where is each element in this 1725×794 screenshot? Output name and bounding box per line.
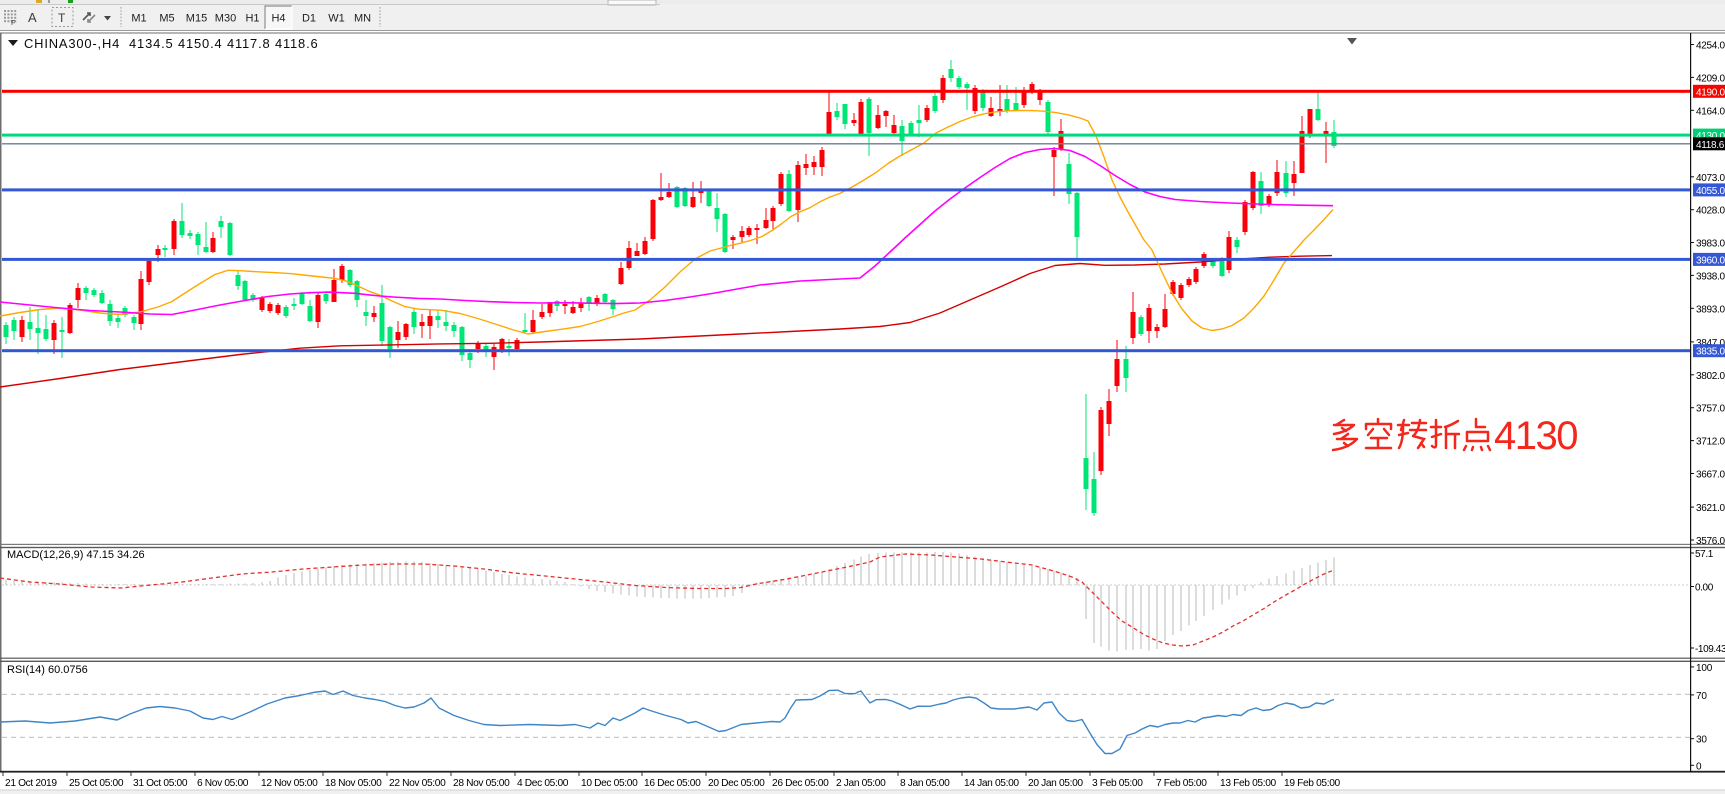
svg-text:4164.0: 4164.0 — [1696, 106, 1725, 117]
svg-text:4254.0: 4254.0 — [1696, 41, 1725, 52]
svg-text:A: A — [28, 10, 37, 25]
svg-text:4 Dec 05:00: 4 Dec 05:00 — [517, 778, 569, 789]
svg-text:30: 30 — [1696, 735, 1707, 746]
svg-text:3938.0: 3938.0 — [1696, 271, 1725, 282]
svg-text:10 Dec 05:00: 10 Dec 05:00 — [581, 778, 638, 789]
svg-text:-109.43: -109.43 — [1695, 644, 1725, 655]
svg-text:3983.0: 3983.0 — [1696, 239, 1725, 250]
svg-text:18 Nov 05:00: 18 Nov 05:00 — [325, 778, 382, 789]
svg-text:14 Jan 05:00: 14 Jan 05:00 — [964, 778, 1019, 789]
svg-text:4073.0: 4073.0 — [1696, 173, 1725, 184]
svg-text:12 Nov 05:00: 12 Nov 05:00 — [261, 778, 318, 789]
svg-text:CHINA300-,H4 4134.5 4150.4 41: CHINA300-,H4 4134.5 4150.4 4117.8 4118.6 — [24, 36, 319, 51]
svg-text:20 Jan 05:00: 20 Jan 05:00 — [1028, 778, 1083, 789]
svg-text:RSI(14) 60.0756: RSI(14) 60.0756 — [7, 664, 88, 676]
svg-text:T: T — [58, 11, 66, 25]
svg-text:3712.0: 3712.0 — [1696, 437, 1725, 448]
svg-text:4028.0: 4028.0 — [1696, 206, 1725, 217]
svg-text:3847.0: 3847.0 — [1696, 338, 1725, 349]
svg-text:M1: M1 — [131, 13, 146, 25]
svg-text:F: F — [11, 20, 15, 27]
svg-text:28 Nov 05:00: 28 Nov 05:00 — [453, 778, 510, 789]
svg-text:3802.0: 3802.0 — [1696, 371, 1725, 382]
svg-text:25 Oct 05:00: 25 Oct 05:00 — [69, 778, 124, 789]
svg-text:D1: D1 — [302, 13, 316, 25]
svg-text:3667.0: 3667.0 — [1696, 470, 1725, 481]
svg-text:M30: M30 — [215, 13, 236, 25]
svg-text:20 Dec 05:00: 20 Dec 05:00 — [708, 778, 765, 789]
svg-text:22 Nov 05:00: 22 Nov 05:00 — [389, 778, 446, 789]
svg-text:3576.0: 3576.0 — [1696, 536, 1725, 547]
svg-text:4055.0: 4055.0 — [1696, 186, 1725, 197]
svg-text:3621.0: 3621.0 — [1696, 503, 1725, 514]
svg-text:31 Oct 05:00: 31 Oct 05:00 — [133, 778, 188, 789]
svg-text:3757.0: 3757.0 — [1696, 404, 1725, 415]
svg-text:0.00: 0.00 — [1695, 583, 1714, 594]
svg-text:100: 100 — [1696, 663, 1713, 674]
svg-text:4190.0: 4190.0 — [1696, 87, 1725, 98]
svg-text:3835.0: 3835.0 — [1696, 347, 1725, 358]
svg-text:3960.0: 3960.0 — [1696, 255, 1725, 266]
svg-text:21 Oct 2019: 21 Oct 2019 — [5, 778, 57, 789]
svg-text:3 Feb 05:00: 3 Feb 05:00 — [1092, 778, 1143, 789]
svg-text:0: 0 — [1696, 761, 1702, 772]
svg-text:4130.0: 4130.0 — [1696, 131, 1725, 142]
svg-text:4130: 4130 — [1494, 414, 1577, 458]
svg-text:13 Feb 05:00: 13 Feb 05:00 — [1220, 778, 1277, 789]
svg-text:4209.0: 4209.0 — [1696, 73, 1725, 84]
svg-text:16 Dec 05:00: 16 Dec 05:00 — [644, 778, 701, 789]
svg-text:3893.0: 3893.0 — [1696, 304, 1725, 315]
svg-text:H1: H1 — [245, 13, 259, 25]
svg-text:6 Nov 05:00: 6 Nov 05:00 — [197, 778, 249, 789]
svg-text:W1: W1 — [328, 13, 345, 25]
svg-text:26 Dec 05:00: 26 Dec 05:00 — [772, 778, 829, 789]
svg-text:70: 70 — [1696, 691, 1707, 702]
svg-text:8 Jan 05:00: 8 Jan 05:00 — [900, 778, 950, 789]
svg-text:MN: MN — [354, 13, 371, 25]
svg-text:M5: M5 — [159, 13, 174, 25]
svg-text:4118.6: 4118.6 — [1696, 140, 1725, 151]
svg-text:57.1: 57.1 — [1695, 549, 1714, 560]
svg-text:2 Jan 05:00: 2 Jan 05:00 — [836, 778, 886, 789]
svg-text:19 Feb 05:00: 19 Feb 05:00 — [1284, 778, 1341, 789]
svg-text:M15: M15 — [186, 13, 207, 25]
svg-text:MACD(12,26,9) 47.15 34.26: MACD(12,26,9) 47.15 34.26 — [7, 549, 145, 561]
svg-text:7 Feb 05:00: 7 Feb 05:00 — [1156, 778, 1207, 789]
svg-text:H4: H4 — [271, 13, 285, 25]
